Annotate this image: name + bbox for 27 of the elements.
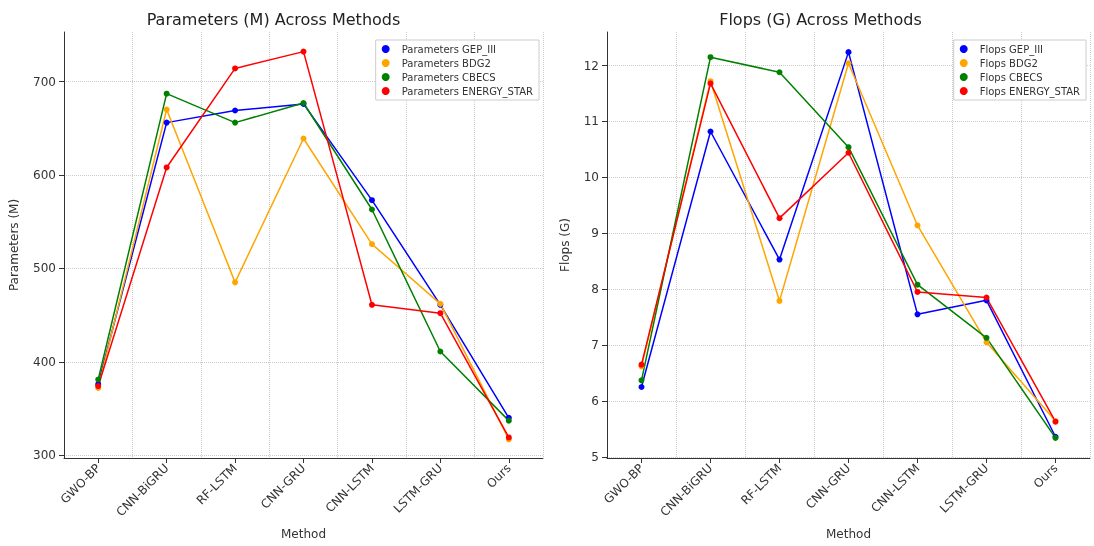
legend-label: Flops GEP_III [979,43,1044,56]
legend-label: Flops BDG2 [979,57,1038,69]
legend-label: Flops ENERGY_STAR [979,85,1081,98]
legend-label: Flops CBECS [979,71,1043,83]
y-tick-label: 5 [591,449,599,464]
y-tick-label: 400 [33,354,56,369]
chart-title: Parameters (M) Across Methods [146,9,401,29]
x-axis-title: Method [825,527,872,541]
y-axis-title: Parameters (M) [7,198,21,292]
y-tick-label: 6 [591,393,599,408]
y-tick-label: 700 [33,74,56,89]
legend-label: Parameters BDG2 [401,57,491,69]
legend-label: Parameters GEP_III [401,43,497,56]
y-axis-title: Flops (G) [558,218,572,272]
y-tick-label: 12 [583,58,599,73]
y-tick-label: 500 [33,261,56,276]
legend-label: Parameters ENERGY_STAR [401,85,534,98]
y-tick-label: 600 [33,167,56,182]
y-tick-label: 8 [591,282,599,297]
x-axis-title: Method [280,527,327,541]
chart-title: Flops (G) Across Methods [719,9,922,29]
y-tick-label: 11 [583,114,599,129]
y-tick-label: 300 [33,448,56,463]
y-tick-label: 7 [591,338,599,353]
y-tick-label: 9 [591,226,599,241]
y-tick-label: 10 [583,170,599,185]
legend-label: Parameters CBECS [401,71,496,83]
